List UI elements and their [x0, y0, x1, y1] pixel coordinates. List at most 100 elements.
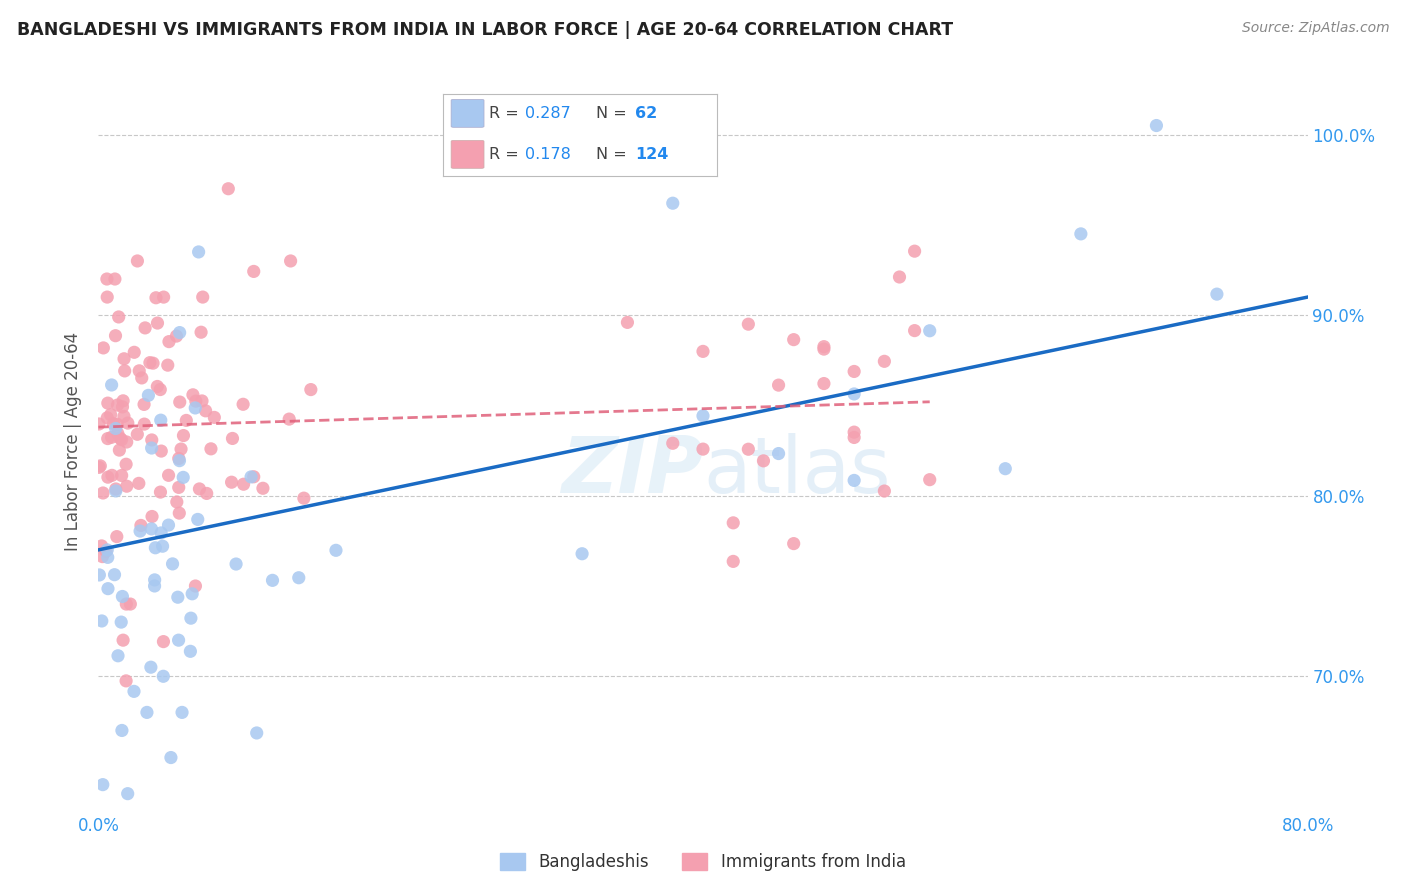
Point — [844, 425, 866, 439]
Point — [918, 473, 941, 487]
Y-axis label: In Labor Force | Age 20-64: In Labor Force | Age 20-64 — [65, 332, 83, 551]
Point — [904, 324, 927, 338]
Point — [108, 443, 131, 458]
Point — [105, 417, 128, 432]
Point — [299, 383, 322, 397]
Point — [104, 421, 127, 435]
Point — [187, 512, 209, 526]
Point — [661, 196, 683, 211]
Point — [107, 648, 129, 663]
Point — [117, 416, 139, 430]
Point — [149, 485, 172, 500]
Point — [90, 614, 112, 628]
Point — [111, 723, 134, 738]
Point — [143, 541, 166, 555]
Point — [325, 543, 347, 558]
Point — [783, 333, 806, 347]
Point — [172, 428, 194, 442]
Point — [111, 468, 134, 483]
Point — [844, 430, 866, 444]
Point — [111, 400, 134, 414]
Point — [152, 539, 174, 553]
Point — [97, 582, 120, 596]
Point — [221, 432, 243, 446]
Point — [783, 536, 806, 550]
Point — [100, 430, 122, 444]
Point — [169, 453, 191, 467]
Point — [167, 451, 190, 466]
Point — [96, 290, 118, 304]
Point — [100, 378, 122, 392]
Point — [96, 410, 118, 425]
Point — [242, 264, 264, 278]
Point — [156, 358, 179, 372]
Point — [112, 393, 135, 408]
Legend: Bangladeshis, Immigrants from India: Bangladeshis, Immigrants from India — [494, 846, 912, 878]
Point — [101, 468, 124, 483]
Point — [112, 409, 135, 424]
Point — [169, 326, 191, 340]
Point — [132, 397, 155, 411]
Point — [172, 470, 194, 484]
Point — [131, 371, 153, 385]
Point — [191, 393, 214, 408]
Point — [134, 417, 156, 431]
Point — [737, 317, 759, 331]
Point — [242, 470, 264, 484]
Point — [87, 417, 110, 431]
Point — [176, 413, 198, 427]
Point — [104, 482, 127, 496]
Point — [181, 388, 204, 402]
Point — [994, 461, 1017, 475]
Point — [187, 244, 209, 259]
Point — [160, 750, 183, 764]
Point — [115, 479, 138, 493]
Point — [139, 356, 162, 370]
Point — [104, 272, 127, 286]
Point — [188, 482, 211, 496]
Point — [141, 509, 163, 524]
Point — [165, 329, 187, 343]
Point — [166, 495, 188, 509]
Point — [169, 506, 191, 520]
Point — [87, 460, 110, 475]
Point — [1206, 287, 1229, 301]
Point — [112, 633, 135, 648]
Point — [149, 383, 172, 397]
Point — [139, 660, 162, 674]
Point — [184, 394, 207, 409]
Point — [1175, 52, 1198, 66]
Point — [190, 325, 212, 339]
Point — [170, 706, 193, 720]
Point — [97, 550, 120, 565]
Point — [100, 408, 122, 422]
FancyBboxPatch shape — [451, 140, 484, 169]
Point — [105, 530, 128, 544]
Point — [616, 315, 638, 329]
Point — [813, 340, 835, 354]
Point — [146, 316, 169, 330]
Point — [246, 726, 269, 740]
Point — [129, 518, 152, 533]
Point — [768, 378, 790, 392]
Point — [152, 669, 174, 683]
Point — [179, 644, 201, 658]
Point — [692, 442, 714, 456]
Point — [918, 324, 941, 338]
Point — [813, 342, 835, 356]
Point — [240, 470, 263, 484]
Point — [723, 554, 745, 568]
Point — [107, 310, 129, 324]
Point — [127, 254, 149, 268]
Text: BANGLADESHI VS IMMIGRANTS FROM INDIA IN LABOR FORCE | AGE 20-64 CORRELATION CHAR: BANGLADESHI VS IMMIGRANTS FROM INDIA IN … — [17, 21, 953, 39]
Point — [157, 334, 180, 349]
Point — [162, 557, 184, 571]
Point — [128, 364, 150, 378]
Point — [873, 354, 896, 368]
Point — [89, 458, 111, 473]
Point — [117, 787, 139, 801]
Point — [141, 433, 163, 447]
Point — [737, 442, 759, 457]
Point — [115, 457, 138, 471]
Point — [91, 486, 114, 500]
